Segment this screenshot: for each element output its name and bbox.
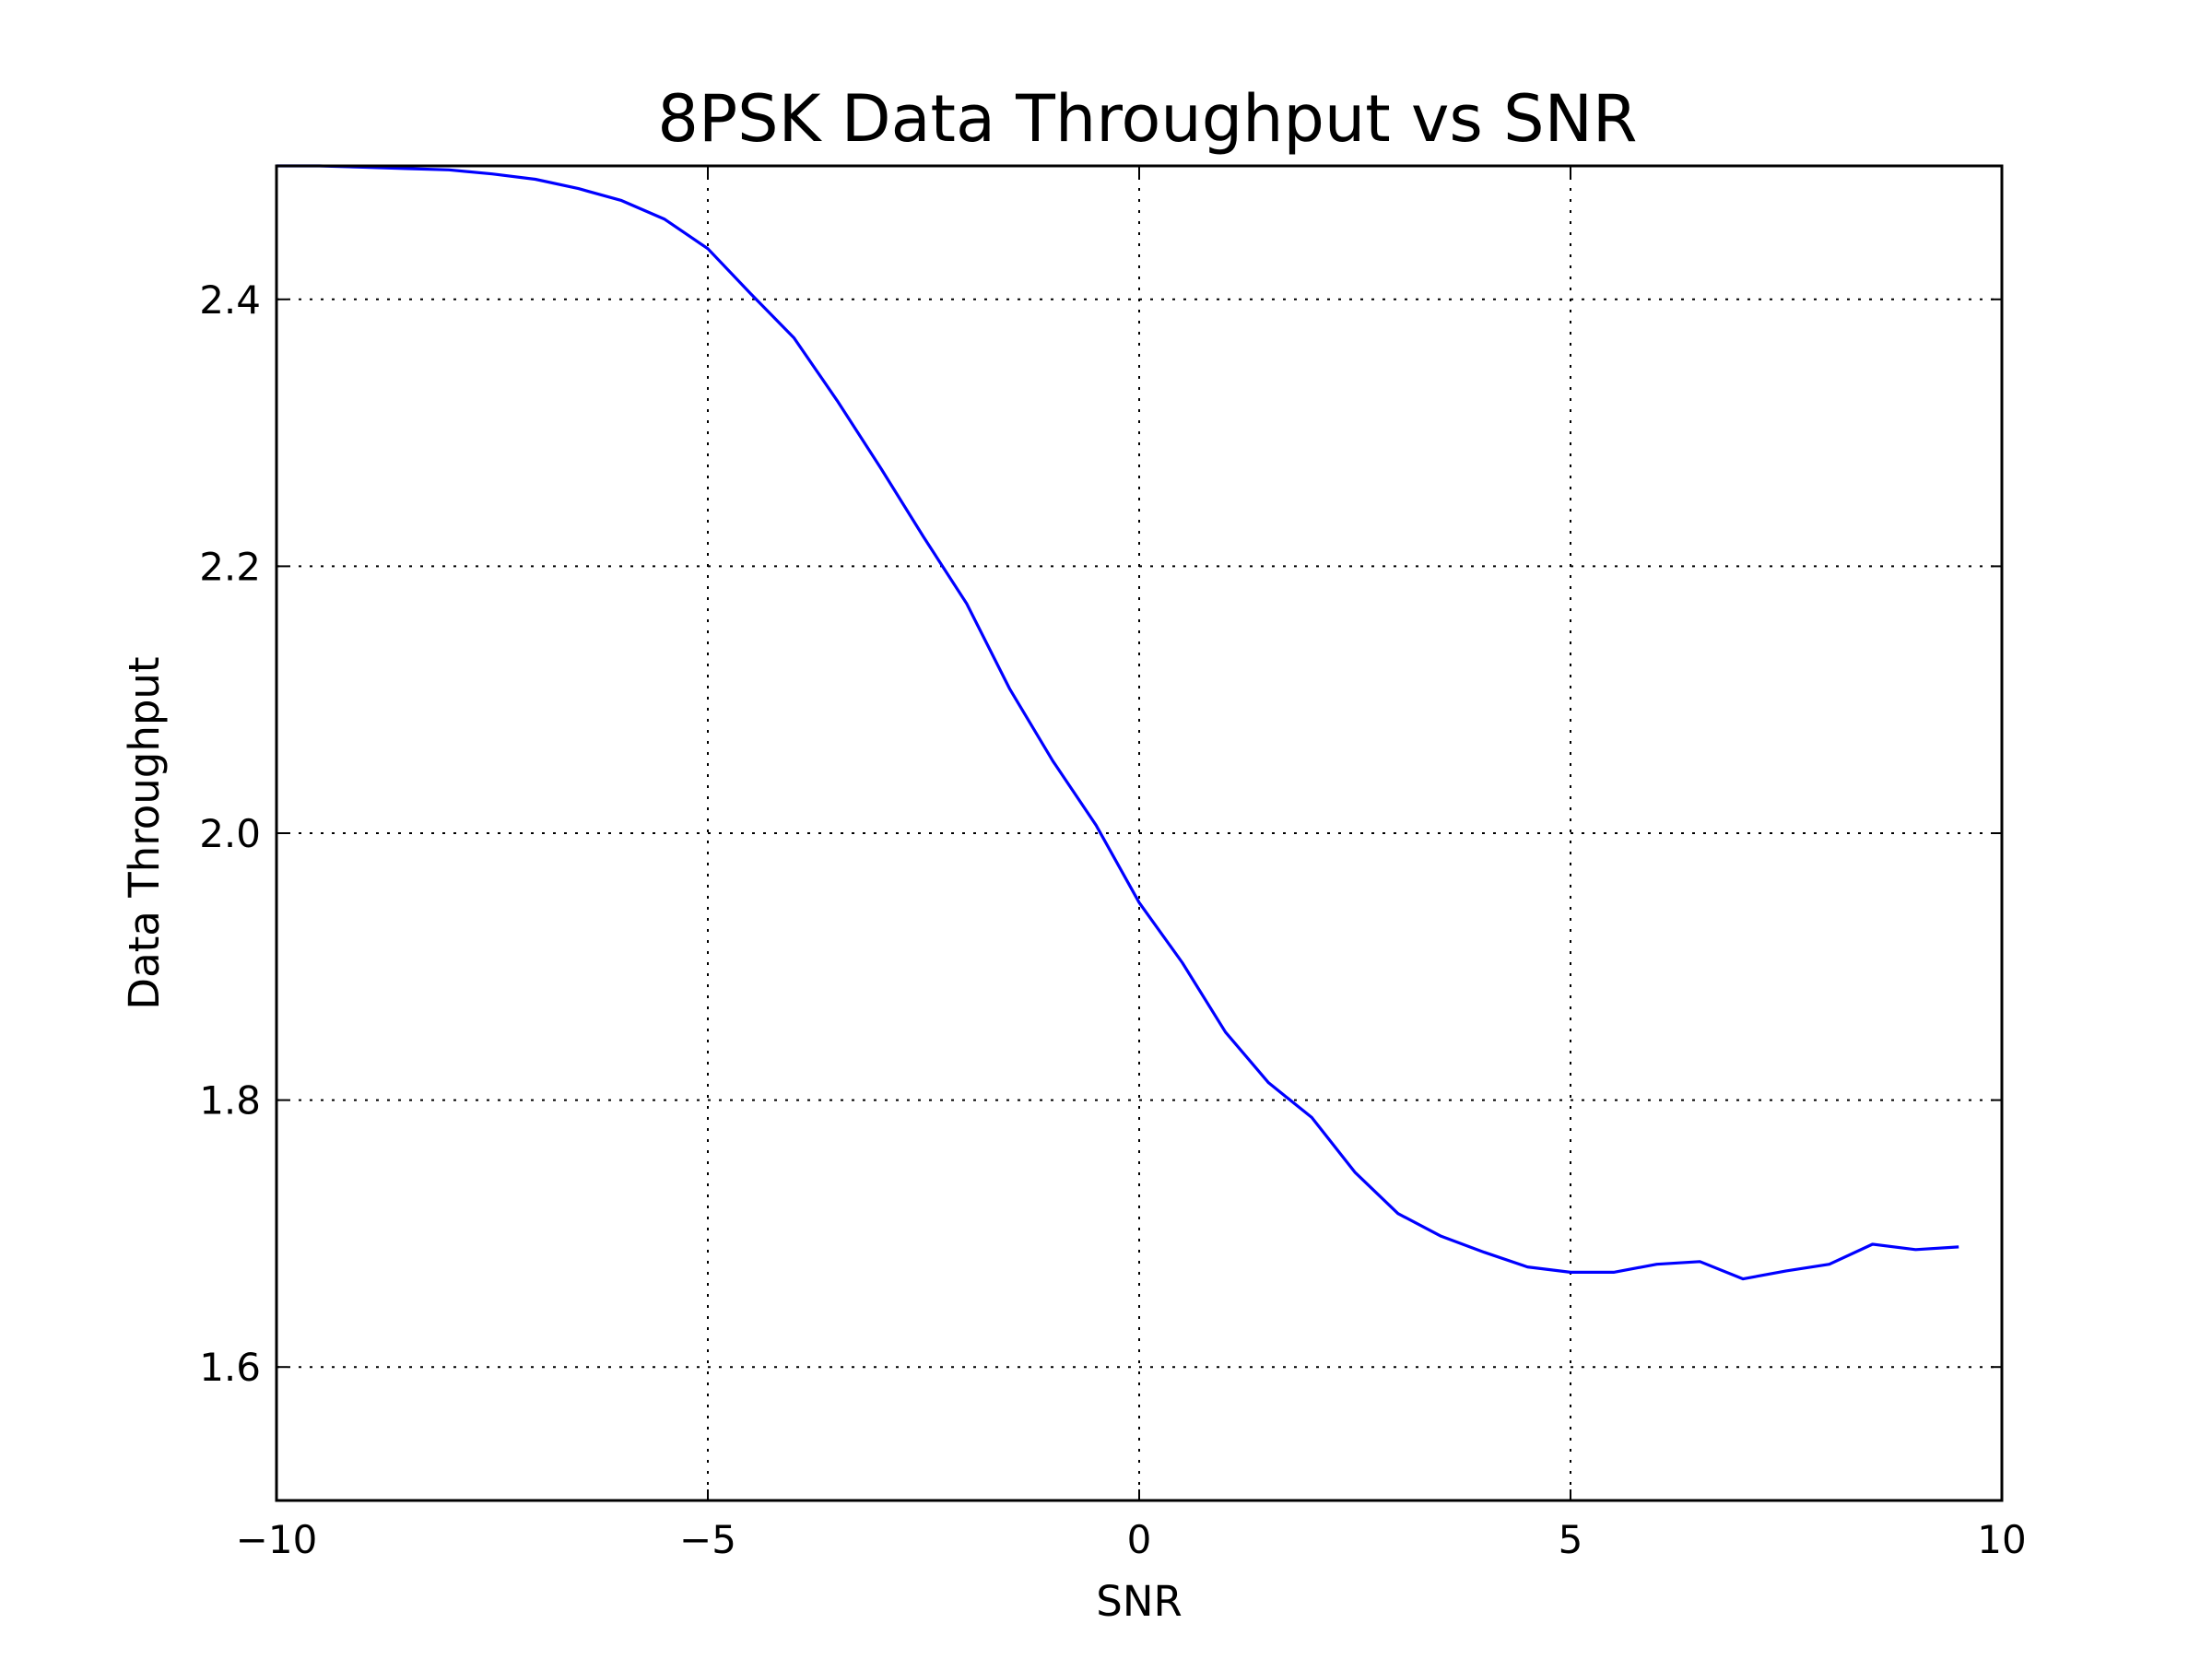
y-tick-label: 1.8 [199,1078,261,1124]
x-tick-label: 0 [1127,1517,1152,1562]
y-tick-label: 2.0 [199,811,261,856]
plot-area-frame [275,164,2004,1502]
x-tick-label: −10 [236,1517,318,1562]
x-tick-labels: −10 −5 0 5 10 [236,1517,2027,1562]
axis-ticks [276,166,2003,1500]
series-layer [276,164,1959,1281]
y-tick-label: 1.6 [199,1345,261,1390]
y-tick-label: 2.4 [199,277,261,323]
y-tick-labels: 1.6 1.8 2.0 2.2 2.4 [199,277,261,1390]
series-line [276,164,1959,1281]
x-tick-label: 5 [1559,1517,1583,1562]
x-axis-label: SNR [1096,1577,1182,1626]
y-axis-label: Data Throughput [120,656,169,1009]
chart-title: 8PSK Data Throughput vs SNR [657,81,1637,157]
grid-lines [276,166,2002,1500]
y-tick-label: 2.2 [199,544,261,589]
x-tick-label: 10 [1977,1517,2026,1562]
x-tick-label: −5 [679,1517,736,1562]
